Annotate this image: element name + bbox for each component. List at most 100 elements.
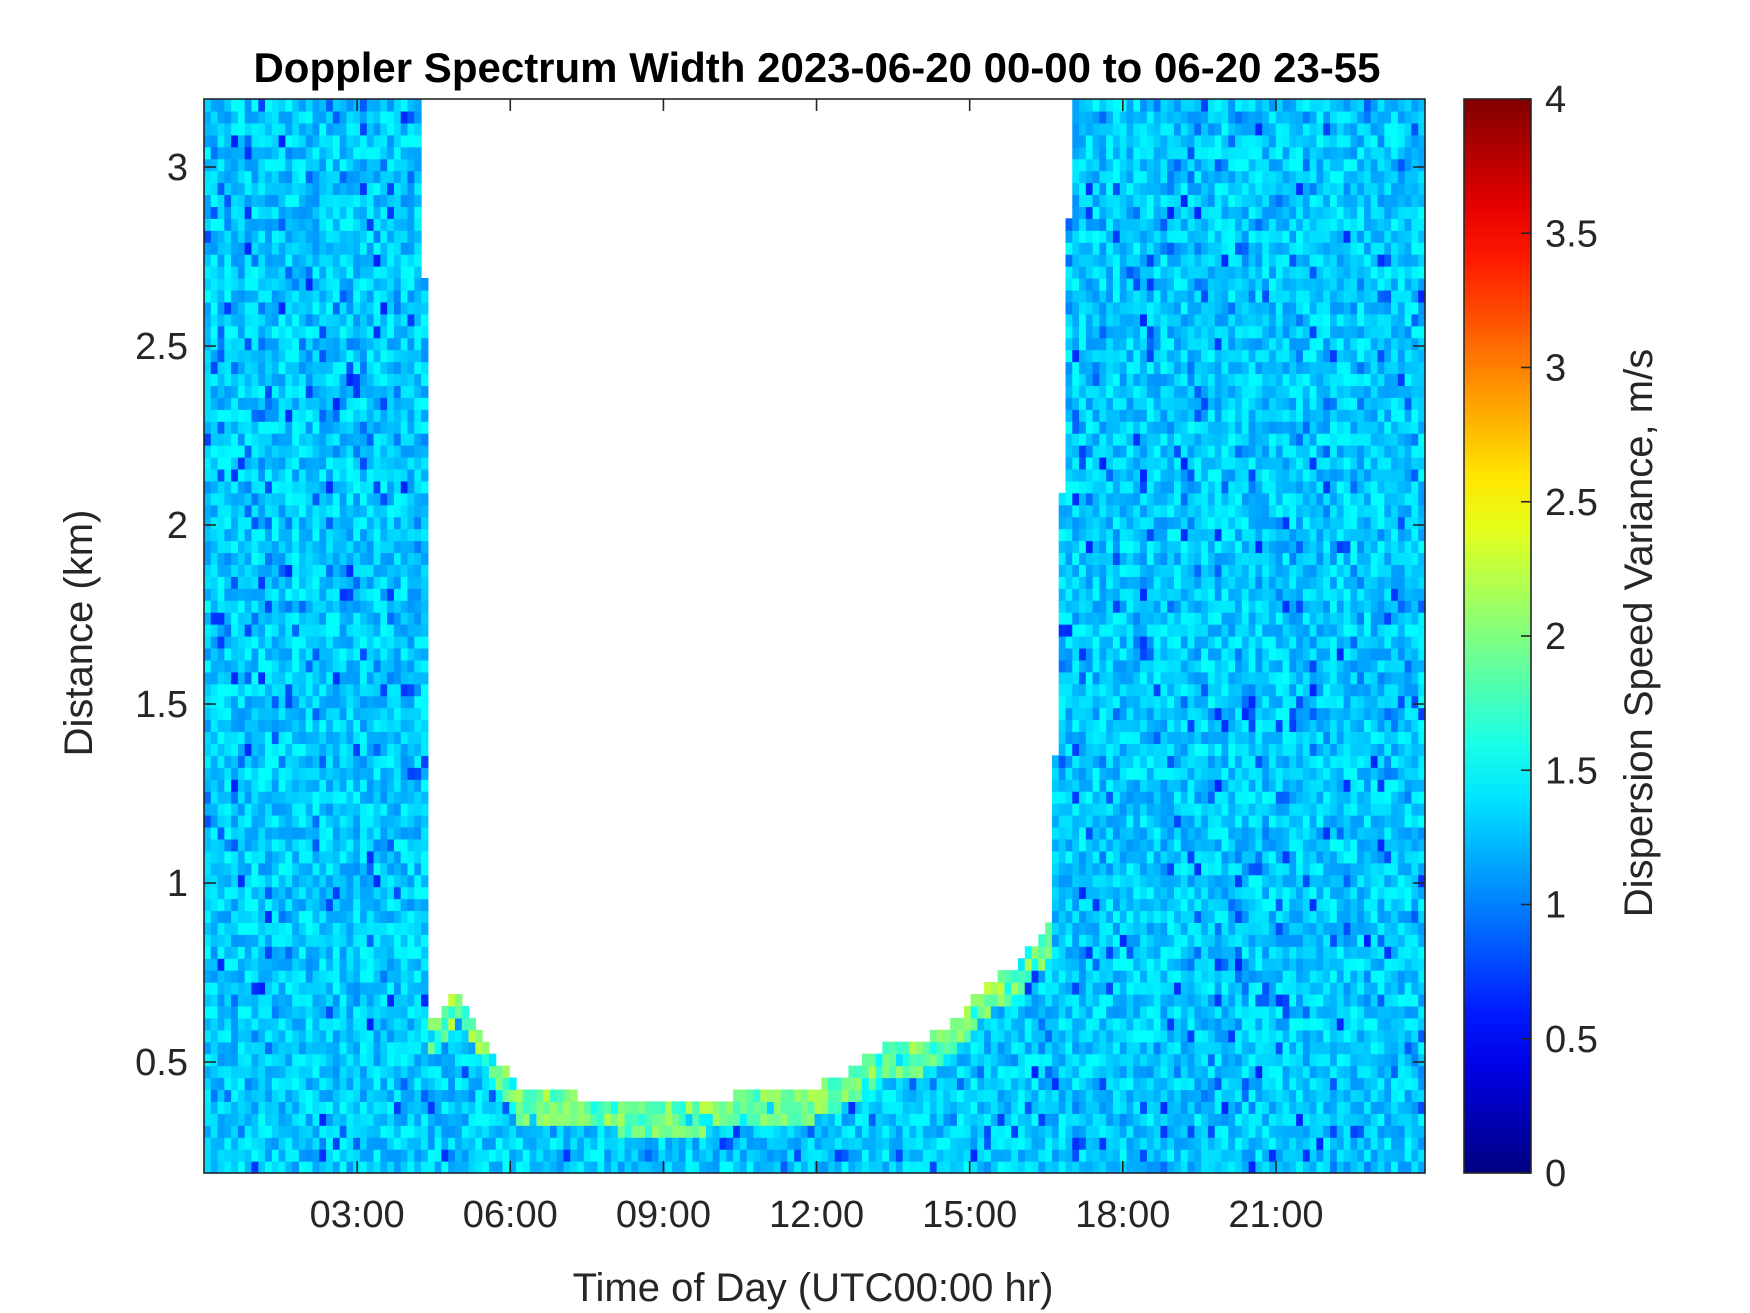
heatmap-cell — [305, 994, 314, 1007]
heatmap-cell — [1133, 110, 1141, 124]
heatmap-cell — [414, 886, 422, 900]
heatmap-cell — [1092, 922, 1100, 935]
heatmap-cell — [265, 1161, 273, 1174]
heatmap-cell — [231, 695, 239, 709]
heatmap-cell — [312, 468, 320, 482]
heatmap-cell — [1133, 266, 1141, 279]
heatmap-cell — [251, 1041, 259, 1055]
heatmap-cell — [298, 278, 307, 291]
heatmap-cell — [1119, 1005, 1128, 1019]
heatmap-cell — [950, 1137, 958, 1150]
heatmap-cell — [414, 910, 422, 923]
heatmap-cell — [339, 803, 348, 816]
heatmap-cell — [861, 1137, 870, 1150]
heatmap-cell — [855, 1125, 863, 1138]
heatmap-cell — [1106, 994, 1114, 1007]
heatmap-cell — [285, 803, 293, 816]
heatmap-cell — [1119, 791, 1128, 804]
heatmap-cell — [298, 492, 307, 506]
heatmap-cell — [312, 373, 320, 386]
heatmap-cell — [312, 826, 320, 840]
heatmap-cell — [1133, 1017, 1141, 1031]
heatmap-cell — [285, 278, 293, 291]
heatmap-cell — [258, 468, 266, 482]
heatmap-cell — [251, 1065, 259, 1079]
heatmap-cell — [909, 1041, 917, 1055]
heatmap-cell — [1099, 886, 1107, 900]
heatmap-cell — [210, 910, 219, 923]
heatmap-cell — [400, 242, 409, 255]
heatmap-cell — [1099, 206, 1107, 219]
heatmap-cell — [258, 99, 266, 112]
heatmap-cell — [1106, 1005, 1114, 1019]
heatmap-cell — [278, 278, 286, 291]
heatmap-cell — [393, 1137, 402, 1150]
heatmap-cell — [224, 1041, 232, 1055]
heatmap-cell — [1119, 898, 1128, 912]
heatmap-cell — [434, 1125, 443, 1138]
heatmap-cell — [1119, 445, 1128, 458]
heatmap-cell — [217, 385, 225, 398]
heatmap-cell — [360, 325, 368, 339]
heatmap-cell — [353, 194, 361, 207]
heatmap-cell — [407, 719, 415, 733]
heatmap-cell — [1099, 803, 1107, 816]
heatmap-cell — [1045, 934, 1053, 947]
heatmap-cell — [407, 361, 415, 375]
heatmap-cell — [1079, 254, 1087, 267]
heatmap-cell — [298, 886, 307, 900]
heatmap-cell — [251, 301, 259, 315]
heatmap-cell — [278, 540, 286, 554]
heatmap-cell — [319, 146, 327, 160]
heatmap-cell — [1119, 194, 1128, 207]
heatmap-cell — [1018, 1065, 1026, 1079]
heatmap-cell — [1112, 826, 1121, 840]
heatmap-cell — [244, 910, 253, 923]
heatmap-cell — [265, 1101, 273, 1114]
heatmap-cell — [916, 1161, 924, 1174]
heatmap-cell — [244, 612, 253, 625]
heatmap-cell — [366, 278, 375, 291]
heatmap-cell — [278, 934, 286, 947]
heatmap-cell — [265, 922, 273, 935]
heatmap-cell — [204, 1101, 212, 1114]
heatmap-cell — [393, 194, 402, 207]
heatmap-cell — [1106, 970, 1114, 983]
heatmap-cell — [773, 1113, 782, 1126]
heatmap-cell — [516, 1089, 524, 1102]
heatmap-cell — [387, 433, 395, 446]
heatmap-cell — [305, 1137, 314, 1150]
heatmap-cell — [326, 504, 334, 518]
heatmap-cell — [271, 457, 280, 470]
heatmap-cell — [366, 1137, 375, 1150]
heatmap-cell — [475, 1029, 483, 1043]
heatmap-cell — [475, 1101, 483, 1114]
heatmap-cell — [909, 1113, 917, 1126]
heatmap-cell — [1126, 1077, 1134, 1091]
heatmap-cell — [1140, 588, 1148, 601]
heatmap-cell — [271, 122, 280, 136]
heatmap-cell — [1140, 313, 1148, 327]
heatmap-cell — [237, 624, 246, 637]
heatmap-cell — [332, 1161, 341, 1174]
heatmap-cell — [366, 791, 375, 804]
heatmap-cell — [1079, 552, 1087, 565]
heatmap-cell — [712, 1137, 721, 1150]
heatmap-cell — [271, 421, 280, 434]
heatmap-cell — [1092, 588, 1100, 601]
heatmap-cell — [400, 528, 409, 542]
heatmap-cell — [366, 564, 375, 577]
heatmap-cell — [902, 1041, 911, 1055]
heatmap-cell — [244, 803, 253, 816]
heatmap-cell — [305, 922, 314, 935]
heatmap-cell — [346, 468, 354, 482]
heatmap-cell — [366, 110, 375, 124]
heatmap-cell — [1112, 1053, 1121, 1067]
heatmap-cell — [624, 1113, 632, 1126]
heatmap-cell — [1085, 349, 1094, 363]
heatmap-cell — [271, 409, 280, 422]
heatmap-cell — [366, 433, 375, 446]
heatmap-cell — [285, 325, 293, 339]
heatmap-cell — [1011, 994, 1019, 1007]
heatmap-cell — [414, 695, 422, 709]
